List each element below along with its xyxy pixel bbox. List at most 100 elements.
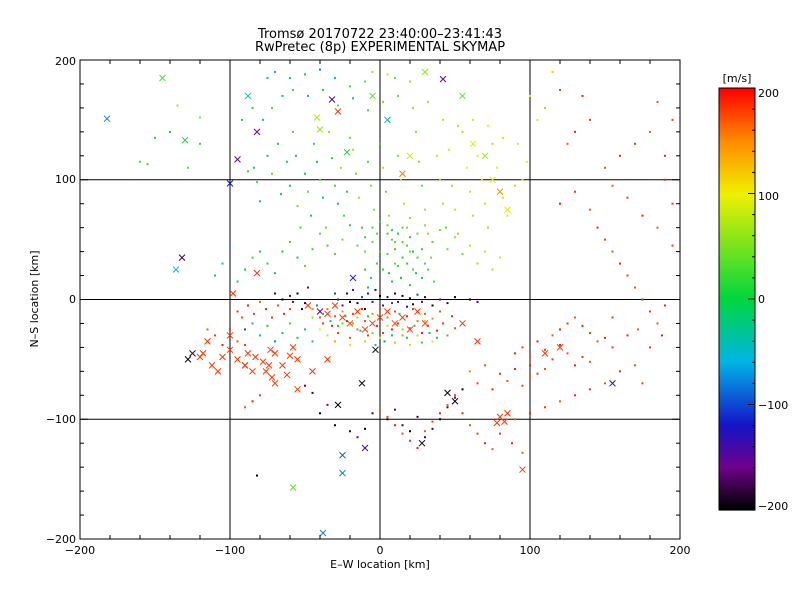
data-point-x — [339, 469, 346, 477]
data-points — [103, 68, 674, 537]
data-point-dot — [626, 334, 629, 337]
data-point-dot — [398, 312, 401, 315]
data-point-x — [376, 314, 384, 321]
colorbar-swatch — [719, 434, 755, 437]
data-point-dot — [551, 358, 554, 361]
data-point-dot — [529, 364, 531, 367]
data-point-x — [252, 353, 259, 361]
data-point-dot — [319, 178, 321, 181]
data-point-dot — [536, 340, 539, 343]
data-point-dot — [367, 286, 369, 289]
data-point-dot — [491, 142, 494, 145]
data-point-dot — [454, 296, 456, 299]
colorbar-tick-label: −100 — [758, 399, 788, 412]
colorbar-swatch — [719, 398, 755, 401]
colorbar-swatch — [719, 134, 755, 137]
data-point-x — [289, 484, 297, 491]
colorbar-swatch — [719, 94, 755, 97]
colorbar-swatch — [719, 254, 755, 257]
data-point-dot — [566, 352, 569, 355]
data-point-dot — [319, 316, 321, 319]
colorbar-swatch — [719, 326, 755, 329]
data-point-x — [294, 385, 301, 393]
colorbar-swatch — [719, 320, 755, 323]
colorbar-swatch — [719, 502, 755, 505]
colorbar-swatch — [719, 248, 755, 251]
data-point-dot — [311, 316, 314, 319]
data-point-dot — [442, 322, 444, 325]
data-point-dot — [304, 264, 306, 267]
colorbar-swatch — [719, 196, 755, 199]
data-point-x — [249, 367, 256, 375]
colorbar-swatch — [719, 284, 755, 287]
data-point-dot — [416, 232, 419, 235]
colorbar-swatch — [719, 108, 755, 111]
data-point-dot — [386, 252, 389, 255]
data-point-dot — [139, 160, 141, 163]
y-tick-label: 100 — [55, 173, 76, 186]
data-point-dot — [671, 118, 674, 121]
data-point-dot — [491, 448, 494, 451]
colorbar-swatch — [719, 188, 755, 191]
data-point-dot — [296, 292, 299, 295]
data-point-dot — [382, 100, 384, 103]
colorbar-swatch — [719, 430, 755, 433]
data-point-dot — [370, 276, 372, 279]
data-point-dot — [259, 394, 261, 397]
data-point-dot — [349, 85, 351, 88]
data-point-dot — [412, 268, 414, 271]
colorbar-swatch — [719, 344, 755, 347]
data-point-dot — [373, 208, 375, 211]
data-point-dot — [337, 332, 339, 335]
colorbar-swatch — [719, 272, 755, 275]
data-point-dot — [352, 312, 354, 315]
data-point-dot — [371, 300, 374, 303]
data-point-x — [226, 179, 234, 187]
colorbar-swatch — [719, 432, 755, 435]
data-point-x — [361, 444, 369, 452]
colorbar-swatch — [719, 318, 755, 321]
data-point-dot — [316, 160, 318, 163]
colorbar-swatch — [719, 90, 755, 93]
data-point-dot — [262, 118, 264, 121]
data-point-dot — [406, 315, 408, 318]
colorbar-swatch — [719, 468, 755, 471]
data-point-dot — [431, 340, 434, 343]
colorbar-swatch — [719, 462, 755, 465]
colorbar-swatch — [719, 226, 755, 229]
data-point-dot — [364, 320, 366, 323]
data-point-dot — [364, 80, 366, 83]
data-point-x — [501, 418, 508, 425]
data-point-dot — [356, 436, 359, 439]
colorbar-swatch — [719, 288, 755, 291]
data-point-x — [226, 332, 234, 339]
data-point-dot — [280, 193, 282, 196]
data-point-dot — [299, 226, 302, 229]
data-point-x — [399, 170, 406, 178]
colorbar-swatch — [719, 206, 755, 209]
data-point-x — [474, 338, 481, 345]
data-point-dot — [271, 316, 273, 319]
data-point-dot — [292, 88, 294, 91]
colorbar-swatch — [719, 492, 755, 495]
data-point-dot — [310, 214, 312, 217]
colorbar-swatch — [719, 222, 755, 225]
data-point-dot — [439, 229, 441, 232]
data-point-dot — [364, 308, 366, 311]
data-point-dot — [529, 355, 531, 358]
data-point-x — [265, 362, 273, 369]
data-point-dot — [502, 196, 504, 199]
data-point-dot — [371, 226, 374, 229]
data-point-dot — [376, 262, 378, 265]
colorbar-swatch — [719, 178, 755, 181]
data-point-dot — [326, 308, 329, 311]
data-point-dot — [421, 184, 423, 187]
data-point-dot — [391, 238, 393, 241]
colorbar-swatch — [719, 446, 755, 449]
colorbar-swatch — [719, 308, 755, 311]
colorbar-swatch — [719, 190, 755, 193]
colorbar-swatch — [719, 348, 755, 351]
data-point-dot — [421, 248, 423, 251]
data-point-dot — [581, 324, 584, 327]
colorbar-swatch — [719, 402, 755, 405]
